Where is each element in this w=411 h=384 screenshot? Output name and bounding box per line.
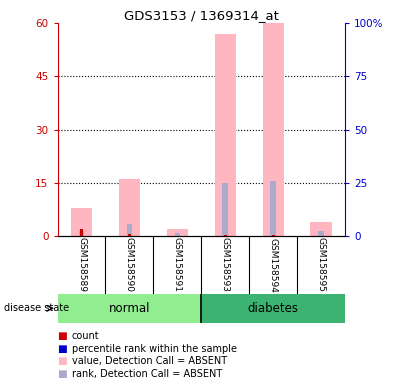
Text: GSM158595: GSM158595 [317,237,326,293]
Text: ■: ■ [58,356,67,366]
Text: rank, Detection Call = ABSENT: rank, Detection Call = ABSENT [72,369,222,379]
Bar [119,179,140,236]
Bar [80,229,83,236]
Bar [175,233,180,236]
Bar [319,231,324,236]
Text: GSM158594: GSM158594 [269,238,278,292]
Bar [127,224,132,236]
Text: GSM158590: GSM158590 [125,237,134,293]
Bar [201,294,345,323]
Bar [166,229,188,236]
Bar [79,231,84,236]
Text: ■: ■ [58,369,67,379]
Text: GSM158591: GSM158591 [173,237,182,293]
Bar [58,294,201,323]
Bar [222,183,228,236]
Text: diabetes: diabetes [248,302,299,314]
Text: ■: ■ [58,331,67,341]
Bar [128,234,131,236]
Text: GSM158593: GSM158593 [221,237,230,293]
Text: count: count [72,331,99,341]
Text: GSM158589: GSM158589 [77,237,86,293]
Text: normal: normal [109,302,150,314]
Bar [263,23,284,236]
Bar [270,181,276,236]
Text: ■: ■ [58,344,67,354]
Text: value, Detection Call = ABSENT: value, Detection Call = ABSENT [72,356,227,366]
Text: percentile rank within the sample: percentile rank within the sample [72,344,237,354]
Bar [224,235,227,236]
Title: GDS3153 / 1369314_at: GDS3153 / 1369314_at [124,9,279,22]
Bar [215,34,236,236]
Bar [310,222,332,236]
Bar [272,235,275,236]
Text: disease state: disease state [4,303,69,313]
Bar [71,208,92,236]
